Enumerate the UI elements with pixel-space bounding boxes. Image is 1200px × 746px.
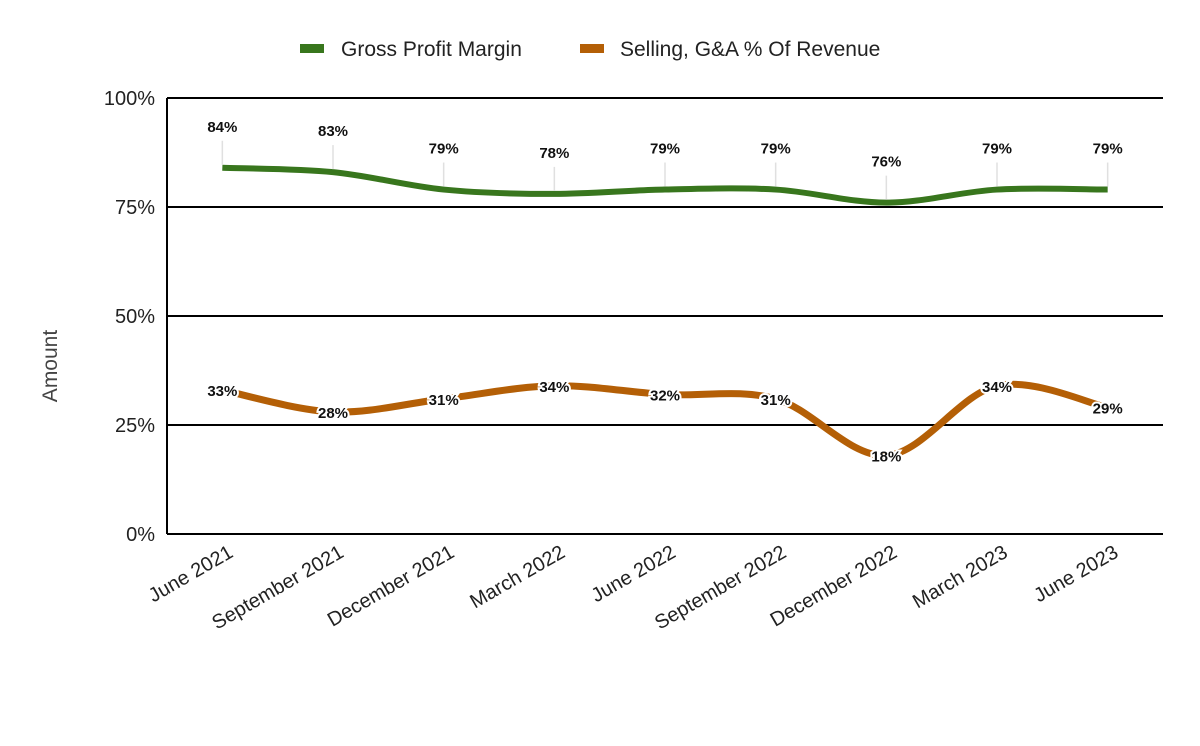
x-tick-label: June 2021 [145,541,237,607]
data-label: 31% [761,392,791,409]
data-label: 34% [982,379,1012,396]
y-tick-label: 50% [115,306,155,328]
data-label: 79% [982,141,1012,158]
series-line-sga [221,380,1109,460]
data-label: 18% [871,449,901,466]
data-label: 79% [1093,141,1123,158]
data-label: 84% [207,119,237,136]
x-tick-label: March 2023 [909,541,1011,613]
data-label: 83% [318,123,348,140]
y-axis-ticks: 0% 25% 50% 75% 100% [104,88,155,546]
legend: Gross Profit Margin Selling, G&A % Of Re… [300,38,880,61]
legend-swatch-gross-profit-margin [300,44,324,53]
x-tick-label: June 2023 [1030,541,1122,607]
legend-label-sga: Selling, G&A % Of Revenue [620,38,880,61]
y-tick-label: 75% [115,197,155,219]
data-label: 32% [650,387,680,404]
x-tick-label: June 2022 [588,541,680,607]
x-tick-label: March 2022 [466,541,568,613]
data-label: 31% [429,392,459,409]
data-labels: 84% 83% 79% 78% 79% 79% 76% 79% 79% 33% 28% 31% 34% 3… [205,119,1124,468]
data-label: 29% [1093,401,1123,418]
legend-label-gross-profit-margin: Gross Profit Margin [341,38,522,61]
data-label: 76% [871,154,901,171]
y-tick-label: 0% [126,524,155,546]
data-label: 79% [429,141,459,158]
y-tick-label: 25% [115,415,155,437]
data-label: 78% [539,145,569,162]
y-tick-label: 100% [104,88,155,110]
data-label: 79% [761,141,791,158]
data-label: 33% [207,383,237,400]
data-label: 28% [318,405,348,422]
data-label: 79% [650,141,680,158]
y-axis-title: Amount [39,330,62,403]
series-lines [221,164,1109,460]
legend-swatch-sga [580,44,604,53]
series-line-gross-profit-margin [222,164,1108,206]
gridlines [166,97,1163,535]
data-label: 34% [539,379,569,396]
